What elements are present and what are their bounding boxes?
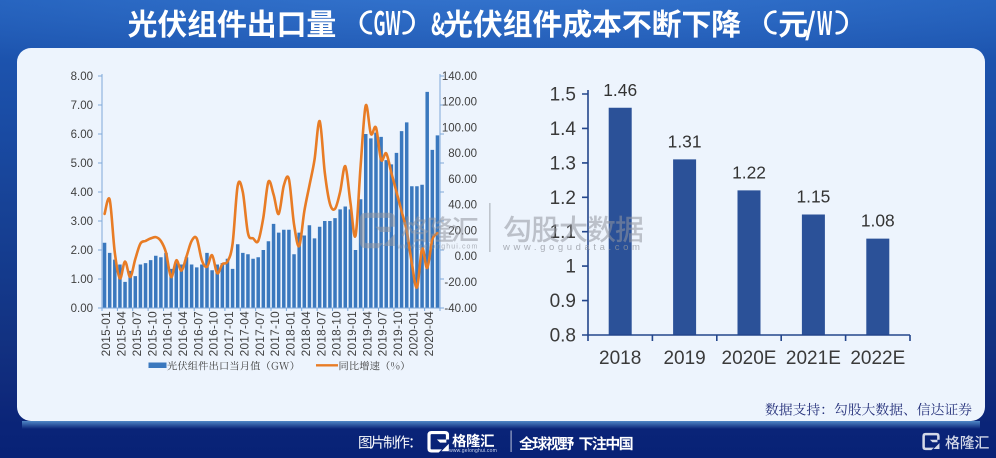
svg-text:2018-04: 2018-04 (299, 311, 313, 357)
svg-text:60.00: 60.00 (448, 174, 477, 186)
svg-text:2017-07: 2017-07 (253, 311, 267, 356)
svg-text:2015-01: 2015-01 (99, 311, 113, 356)
svg-text:2022E: 2022E (850, 348, 905, 369)
svg-text:1.5: 1.5 (550, 85, 576, 106)
svg-text:120.00: 120.00 (442, 97, 477, 109)
svg-text:2016-10: 2016-10 (207, 311, 221, 357)
svg-text:1: 1 (565, 257, 576, 278)
svg-text:2018-10: 2018-10 (330, 311, 344, 357)
svg-text:2017-10: 2017-10 (268, 311, 282, 357)
svg-text:7.00: 7.00 (71, 100, 93, 112)
svg-text:0.00: 0.00 (455, 251, 477, 263)
svg-text:2020-04: 2020-04 (422, 311, 436, 357)
svg-text:2020E: 2020E (722, 348, 777, 369)
svg-text:2015-10: 2015-10 (145, 311, 159, 357)
svg-text:80.00: 80.00 (448, 148, 477, 160)
svg-text:2019-10: 2019-10 (391, 311, 405, 357)
svg-text:2019-07: 2019-07 (376, 311, 390, 356)
svg-text:2021E: 2021E (786, 348, 841, 369)
svg-text:1.46: 1.46 (603, 80, 637, 100)
svg-text:1.4: 1.4 (550, 119, 577, 140)
svg-text:1.2: 1.2 (550, 188, 576, 209)
svg-text:2016-04: 2016-04 (176, 311, 190, 357)
svg-text:6.00: 6.00 (71, 129, 93, 141)
svg-text:2019-01: 2019-01 (345, 311, 359, 356)
svg-text:www.gogudata.com: www.gogudata.com (502, 242, 644, 253)
svg-text:1.08: 1.08 (861, 211, 895, 231)
svg-text:0.00: 0.00 (71, 303, 93, 315)
svg-text:5.00: 5.00 (71, 158, 93, 170)
svg-text:2016-01: 2016-01 (161, 311, 175, 356)
svg-text:0.9: 0.9 (550, 291, 576, 312)
svg-text:100.00: 100.00 (442, 122, 477, 134)
svg-text:2018-07: 2018-07 (314, 311, 328, 356)
svg-text:2018-01: 2018-01 (284, 311, 298, 356)
svg-text:1.31: 1.31 (668, 131, 702, 151)
svg-text:2020-01: 2020-01 (406, 311, 420, 356)
svg-text:1.3: 1.3 (550, 153, 576, 174)
svg-text:1.00: 1.00 (71, 274, 93, 286)
svg-text:140.00: 140.00 (442, 71, 477, 83)
svg-text:1.15: 1.15 (796, 187, 830, 207)
svg-text:2019-04: 2019-04 (360, 311, 374, 357)
svg-text:2015-04: 2015-04 (115, 311, 129, 357)
svg-text:2017-04: 2017-04 (237, 311, 251, 357)
svg-text:4.00: 4.00 (71, 187, 93, 199)
svg-text:-20.00: -20.00 (444, 277, 477, 289)
svg-text:www.gelonghui.com: www.gelonghui.com (449, 448, 497, 454)
svg-text:1.1: 1.1 (550, 222, 576, 243)
svg-text:40.00: 40.00 (448, 200, 477, 212)
svg-text:0.8: 0.8 (550, 326, 576, 347)
svg-text:1.22: 1.22 (732, 162, 766, 182)
svg-text:www.gelonghui.com: www.gelonghui.com (397, 244, 479, 251)
svg-text:2019: 2019 (663, 348, 705, 369)
svg-text:-40.00: -40.00 (444, 303, 477, 315)
svg-text:2017-01: 2017-01 (222, 311, 236, 356)
svg-text:2018: 2018 (599, 348, 641, 369)
svg-text:2015-07: 2015-07 (130, 311, 144, 356)
svg-text:2.00: 2.00 (71, 245, 93, 257)
svg-text:2016-07: 2016-07 (191, 311, 205, 356)
svg-text:3.00: 3.00 (71, 216, 93, 228)
svg-text:8.00: 8.00 (71, 71, 93, 83)
